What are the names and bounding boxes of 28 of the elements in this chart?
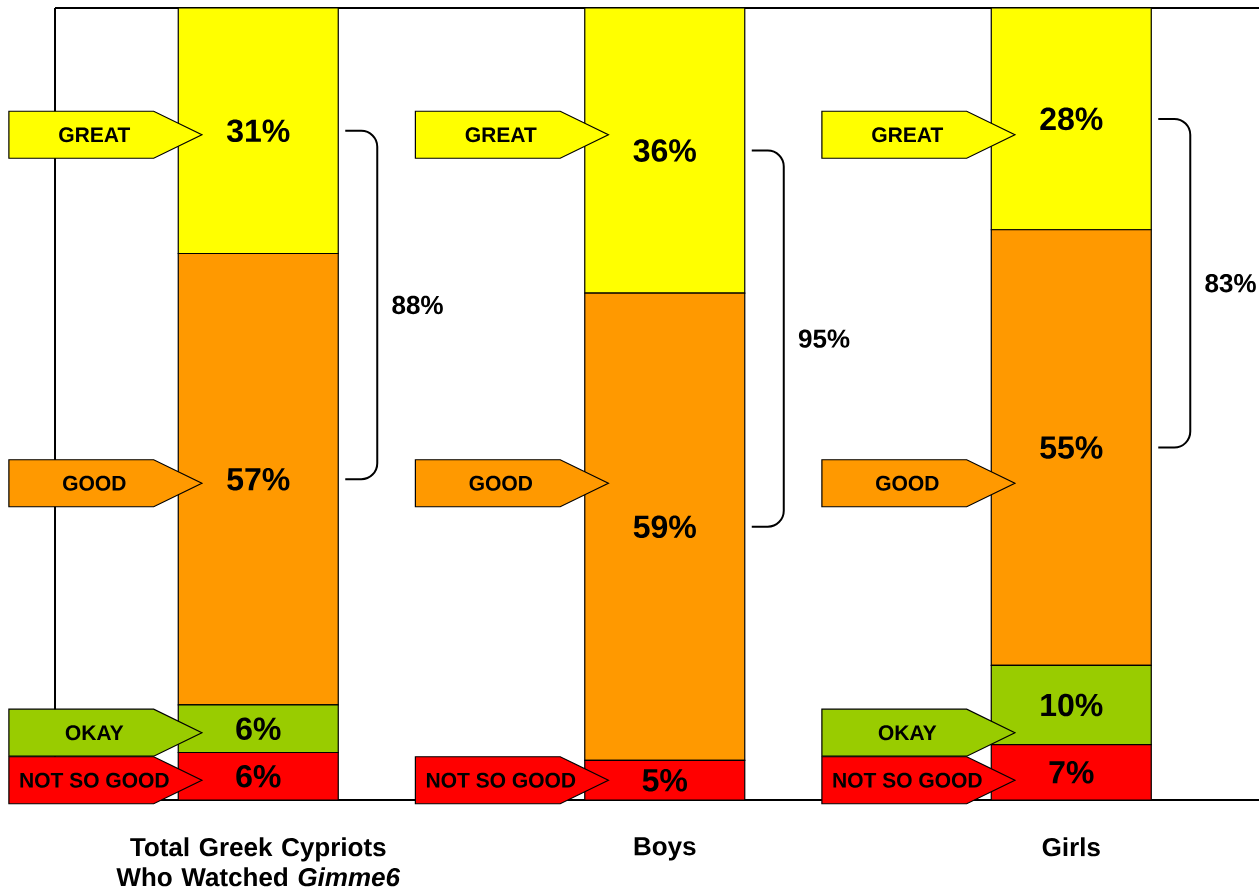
annotation: 95% [798, 329, 850, 348]
series-label: NOT SO GOOD [20, 772, 169, 788]
data-label: 36% [633, 139, 696, 162]
annotation: 83% [1205, 274, 1256, 293]
x-tick-label: Boys [634, 837, 696, 861]
data-label: 59% [633, 515, 696, 539]
text: NOT SO GOOD [426, 772, 576, 788]
data-label: 55% [1040, 436, 1103, 459]
x-tick-label: Total Greek Cypriots Who Watched Gimme6 [116, 837, 401, 887]
data-label: 57% [227, 467, 290, 491]
text: OKAY [65, 725, 124, 741]
text: OKAY [878, 725, 937, 741]
data-label: 5% [642, 768, 688, 792]
x-tick-label: Girls [1042, 837, 1100, 857]
text: GREAT [872, 127, 944, 143]
data-label: 10% [1041, 693, 1103, 717]
text: GOOD [876, 475, 939, 491]
data-label: 7% [1049, 761, 1094, 784]
text: GREAT [465, 127, 537, 143]
text: GREAT [59, 127, 131, 143]
data-label: 6% [236, 764, 281, 788]
text: GOOD [63, 475, 126, 491]
annotation: 88% [392, 295, 443, 315]
data-label: 28% [1040, 107, 1103, 131]
text: GOOD [469, 475, 533, 491]
text: NOT SO GOOD [833, 772, 982, 788]
data-label: 31% [226, 119, 290, 143]
data-label: 6% [236, 717, 281, 741]
